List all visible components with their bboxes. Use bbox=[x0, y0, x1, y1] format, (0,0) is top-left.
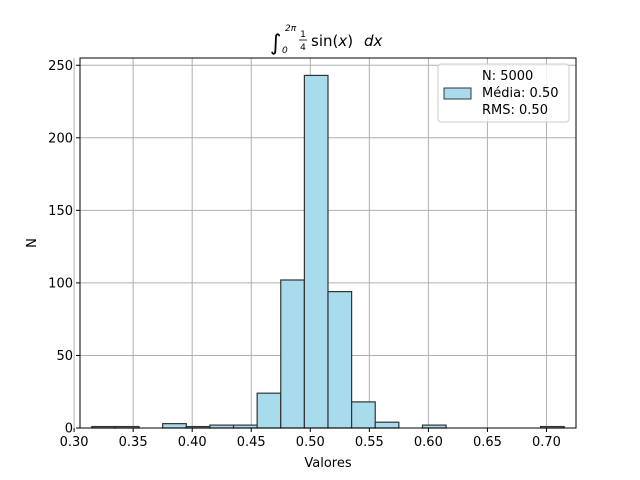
title-upper-limit: 2π bbox=[285, 24, 297, 34]
histogram-bar-3 bbox=[162, 423, 187, 429]
histogram-bar-9 bbox=[303, 74, 329, 429]
histogram-bar-11 bbox=[351, 401, 376, 429]
x-tick-label-3: 0.45 bbox=[237, 435, 266, 450]
x-tick-label-5: 0.55 bbox=[355, 435, 384, 450]
legend: N: 5000 Média: 0.50 RMS: 0.50 bbox=[437, 63, 570, 123]
legend-box bbox=[437, 63, 570, 123]
y-tick-label-2: 100 bbox=[48, 276, 73, 291]
title-dx: dx bbox=[364, 32, 383, 50]
histogram-bar-10 bbox=[327, 291, 353, 429]
title-frac-denominator: 4 bbox=[300, 43, 306, 53]
plot-frame bbox=[79, 57, 577, 429]
x-tick-label-0: 0.30 bbox=[60, 435, 89, 450]
legend-line-rms: RMS: 0.50 bbox=[482, 103, 548, 118]
legend-line-count: N: 5000 bbox=[482, 69, 533, 84]
x-tick-label-2: 0.40 bbox=[178, 435, 207, 450]
y-tick-label-5: 250 bbox=[48, 59, 73, 74]
x-axis-ticks: 0.30 0.35 0.40 0.45 0.50 0.55 0.60 0.65 0.70 bbox=[60, 428, 561, 450]
chart-title: ∫ 0 2π 1 4 sin(x) dx bbox=[270, 24, 383, 56]
y-axis-label: N bbox=[25, 238, 40, 248]
x-tick-label-4: 0.50 bbox=[296, 435, 325, 450]
y-tick-label-1: 50 bbox=[56, 349, 73, 364]
x-tick-label-7: 0.65 bbox=[473, 435, 502, 450]
x-tick-label-1: 0.35 bbox=[119, 435, 148, 450]
title-function: sin(x) bbox=[311, 32, 353, 50]
histogram-bar-12 bbox=[374, 421, 400, 429]
y-axis-ticks: 0 50 100 150 200 250 bbox=[48, 59, 80, 437]
title-frac-numerator: 1 bbox=[300, 30, 306, 40]
y-tick-label-4: 200 bbox=[48, 131, 73, 146]
title-integral-symbol: ∫ bbox=[270, 31, 281, 56]
y-tick-label-3: 150 bbox=[48, 204, 73, 219]
x-tick-label-6: 0.60 bbox=[414, 435, 443, 450]
x-axis-label: Valores bbox=[304, 456, 351, 471]
histogram-bar-8 bbox=[280, 279, 305, 429]
x-tick-label-8: 0.70 bbox=[532, 435, 561, 450]
y-tick-label-0: 0 bbox=[65, 422, 73, 437]
title-lower-limit: 0 bbox=[282, 46, 288, 56]
legend-swatch bbox=[443, 87, 472, 100]
histogram-bar-7 bbox=[256, 392, 282, 429]
legend-line-mean: Média: 0.50 bbox=[482, 86, 559, 101]
